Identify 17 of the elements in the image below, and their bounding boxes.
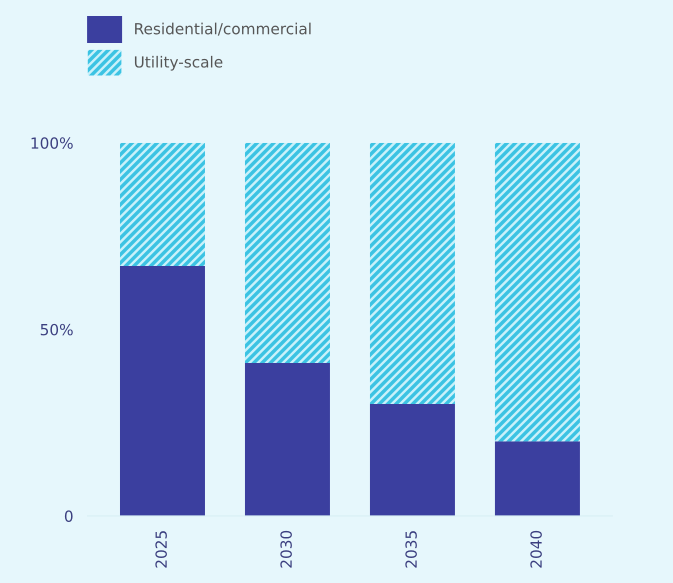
bar (120, 266, 205, 516)
x-tick-label: 2025 (155, 531, 167, 568)
x-tick-label: 2040 (530, 530, 542, 568)
bar (244, 142, 330, 363)
x-tick-label: 2035 (405, 531, 417, 568)
y-tick-label: 50% (40, 324, 73, 336)
bar (494, 441, 580, 516)
y-tick-label: 100% (32, 137, 73, 149)
bar (370, 142, 455, 404)
legend-label: Residential/commercial (135, 22, 311, 36)
bar (120, 142, 205, 266)
bar (494, 142, 580, 442)
x-tick-label: 2030 (280, 530, 292, 568)
bar (244, 362, 330, 516)
y-tick-label: 0 (64, 510, 73, 522)
legend-label: Utility-scale (134, 56, 222, 71)
bar (370, 404, 455, 516)
